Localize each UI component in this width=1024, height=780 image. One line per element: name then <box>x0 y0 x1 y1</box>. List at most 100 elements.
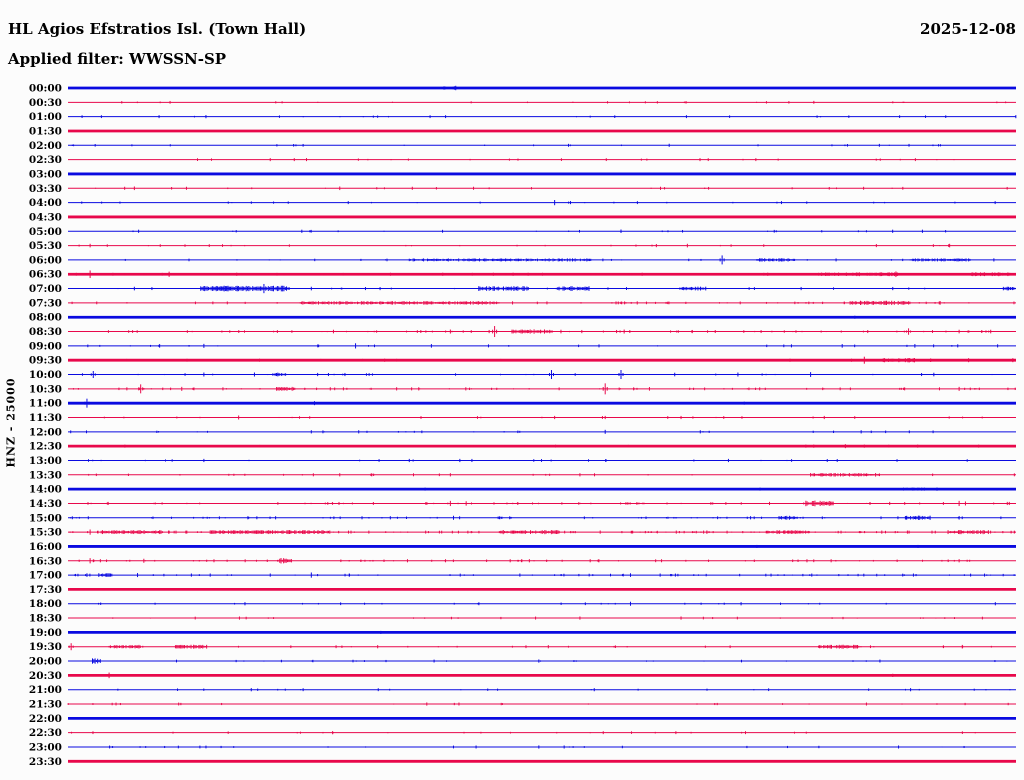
trace-row: 08:30 <box>29 326 1016 338</box>
row-time-label: 20:30 <box>29 670 62 682</box>
row-time-label: 09:30 <box>29 355 62 367</box>
row-time-label: 18:30 <box>29 613 62 625</box>
row-time-label: 22:30 <box>29 727 62 739</box>
row-time-label: 11:00 <box>29 398 62 410</box>
row-time-label: 11:30 <box>29 412 62 424</box>
trace-row: 19:30 <box>29 641 1016 653</box>
row-time-label: 16:00 <box>29 541 62 553</box>
row-time-label: 23:30 <box>29 756 62 768</box>
trace-row: 17:00 <box>29 570 1016 582</box>
trace-row: 12:00 <box>29 426 1016 438</box>
row-time-label: 00:00 <box>29 83 62 95</box>
row-time-label: 05:00 <box>29 226 62 238</box>
row-time-label: 02:30 <box>29 154 62 166</box>
row-time-label: 01:30 <box>29 126 62 138</box>
row-time-label: 05:30 <box>29 240 62 252</box>
trace-row: 00:30 <box>29 97 1016 109</box>
trace-row: 03:00 <box>29 169 1016 181</box>
trace-row: 02:00 <box>29 140 1016 152</box>
row-time-label: 18:00 <box>29 598 62 610</box>
row-time-label: 07:00 <box>29 283 62 295</box>
trace-row: 13:30 <box>29 469 1016 481</box>
trace-row: 09:00 <box>29 340 1016 352</box>
trace-row: 03:30 <box>29 183 1016 195</box>
row-time-label: 14:00 <box>29 484 62 496</box>
trace-row: 23:30 <box>29 756 1016 768</box>
trace-row: 10:00 <box>29 369 1016 381</box>
row-time-label: 13:30 <box>29 469 62 481</box>
trace-row: 08:00 <box>29 312 1016 324</box>
row-time-label: 13:00 <box>29 455 62 467</box>
row-time-label: 19:00 <box>29 627 62 639</box>
trace-row: 22:30 <box>29 727 1016 739</box>
trace-row: 17:30 <box>29 584 1016 596</box>
row-time-label: 10:00 <box>29 369 62 381</box>
trace-row: 15:30 <box>29 527 1016 539</box>
row-time-label: 21:30 <box>29 699 62 711</box>
trace-row: 22:00 <box>29 713 1016 725</box>
trace-row: 09:30 <box>29 355 1016 367</box>
row-time-label: 22:00 <box>29 713 62 725</box>
row-time-label: 08:00 <box>29 312 62 324</box>
trace-row: 10:30 <box>29 383 1016 395</box>
trace-row: 01:30 <box>29 126 1016 138</box>
row-time-label: 08:30 <box>29 326 62 338</box>
applied-filter-label: Applied filter: WWSSN-SP <box>8 50 227 68</box>
trace-row: 05:30 <box>29 240 1016 252</box>
trace-row: 18:00 <box>29 598 1016 610</box>
row-time-label: 17:00 <box>29 570 62 582</box>
row-time-label: 01:00 <box>29 111 62 123</box>
row-time-label: 20:00 <box>29 656 62 668</box>
row-time-label: 14:30 <box>29 498 62 510</box>
date-label: 2025-12-08 <box>920 20 1016 38</box>
trace-row: 20:30 <box>29 670 1016 682</box>
row-time-label: 19:30 <box>29 641 62 653</box>
trace-row: 21:30 <box>29 699 1016 711</box>
row-time-label: 12:00 <box>29 426 62 438</box>
row-time-label: 09:00 <box>29 340 62 352</box>
row-time-label: 21:00 <box>29 684 62 696</box>
trace-row: 07:30 <box>29 297 1016 309</box>
row-time-label: 06:30 <box>29 269 62 281</box>
row-time-label: 02:00 <box>29 140 62 152</box>
trace-row: 20:00 <box>29 656 1016 668</box>
row-time-label: 03:00 <box>29 169 62 181</box>
trace-row: 05:00 <box>29 226 1016 238</box>
trace-row: 07:00 <box>29 283 1016 295</box>
trace-row: 15:00 <box>29 512 1016 524</box>
trace-row: 19:00 <box>29 627 1016 639</box>
trace-row: 23:00 <box>29 742 1016 754</box>
trace-row: 14:00 <box>29 484 1016 496</box>
trace-row: 06:00 <box>29 254 1016 266</box>
trace-row: 13:00 <box>29 455 1016 467</box>
trace-row: 02:30 <box>29 154 1016 166</box>
trace-row: 18:30 <box>29 613 1016 625</box>
row-time-label: 12:30 <box>29 441 62 453</box>
trace-row: 06:30 <box>29 269 1016 281</box>
trace-row: 11:00 <box>29 398 1016 410</box>
row-time-label: 04:00 <box>29 197 62 209</box>
row-time-label: 04:30 <box>29 211 62 223</box>
row-time-label: 06:00 <box>29 254 62 266</box>
trace-row: 14:30 <box>29 498 1016 510</box>
trace-row: 04:30 <box>29 211 1016 223</box>
row-time-label: 00:30 <box>29 97 62 109</box>
row-time-label: 03:30 <box>29 183 62 195</box>
row-time-label: 23:00 <box>29 742 62 754</box>
row-time-label: 07:30 <box>29 297 62 309</box>
trace-row: 21:00 <box>29 684 1016 696</box>
trace-row: 12:30 <box>29 441 1016 453</box>
trace-row: 16:30 <box>29 555 1016 567</box>
trace-row: 01:00 <box>29 111 1017 123</box>
trace-row: 04:00 <box>29 197 1016 209</box>
row-time-label: 15:30 <box>29 527 62 539</box>
row-time-label: 17:30 <box>29 584 62 596</box>
station-title: HL Agios Efstratios Isl. (Town Hall) <box>8 20 307 38</box>
trace-row: 16:00 <box>29 541 1016 553</box>
trace-row: 00:00 <box>29 83 1016 95</box>
row-time-label: 15:00 <box>29 512 62 524</box>
row-time-label: 16:30 <box>29 555 62 567</box>
trace-row: 11:30 <box>29 412 1016 424</box>
